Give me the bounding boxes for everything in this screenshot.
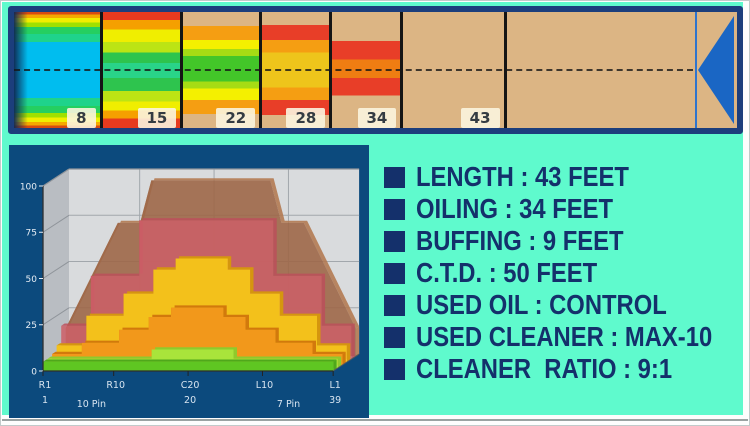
info-row-used-oil: USED OIL : CONTROL [384, 289, 749, 321]
info-row-oiling: OILING : 34 FEET [384, 193, 749, 225]
distance-label: 34 [357, 108, 397, 128]
bullet-square-icon [384, 326, 405, 348]
info-row-ctd: C.T.D. : 50 FEET [384, 257, 749, 289]
chart-axis-labels: 0 25 50 75 100 R1 1 R10 C20 20 L10 L1 39 10 Pin 7 Pin [20, 182, 341, 410]
svg-text:20: 20 [184, 395, 196, 406]
info-row-used-cleaner: USED CLEANER : MAX-10 [384, 321, 749, 353]
distance-label: 28 [286, 108, 326, 128]
arrow-guide-line [695, 12, 697, 128]
info-text: OILING : 34 FEET [416, 193, 614, 224]
chart-series [43, 178, 360, 371]
oil-pattern-3d-chart-panel: 0 25 50 75 100 R1 1 R10 C20 20 L10 L1 39 10 Pin 7 Pin [9, 145, 369, 418]
svg-text:50: 50 [26, 275, 38, 285]
svg-text:25: 25 [26, 321, 37, 331]
info-text: CLEANER RATIO : 9:1 [416, 353, 673, 384]
oil-pattern-3d-graph: 0 25 50 75 100 R1 1 R10 C20 20 L10 L1 39 10 Pin 7 Pin [20, 168, 360, 410]
svg-text:R1: R1 [39, 380, 52, 391]
lane-pattern-bar: 8 15 22 28 34 43 [8, 6, 743, 134]
left-arrow-icon [698, 16, 734, 124]
distance-label: 15 [137, 108, 177, 128]
info-text: USED CLEANER : MAX-10 [416, 321, 713, 352]
info-text: USED OIL : CONTROL [416, 289, 667, 320]
distance-label: 43 [460, 108, 500, 128]
bullet-square-icon [384, 230, 405, 252]
svg-text:7 Pin: 7 Pin [277, 399, 300, 410]
svg-text:L10: L10 [256, 380, 273, 391]
bullet-square-icon [384, 294, 405, 316]
lane-pattern-inner: 8 15 22 28 34 43 [14, 12, 737, 128]
svg-text:1: 1 [42, 395, 48, 406]
info-text: BUFFING : 9 FEET [416, 225, 624, 256]
info-row-length: LENGTH : 43 FEET [384, 161, 749, 193]
info-row-buffing: BUFFING : 9 FEET [384, 225, 749, 257]
svg-text:R10: R10 [106, 380, 125, 391]
distance-label: 22 [216, 108, 256, 128]
info-row-cleaner-ratio: CLEANER RATIO : 9:1 [384, 353, 749, 385]
svg-text:0: 0 [31, 367, 37, 377]
bullet-square-icon [384, 198, 405, 220]
lane-center-dashed-line [14, 69, 693, 71]
svg-text:39: 39 [329, 395, 341, 406]
bottom-divider-line [2, 419, 748, 421]
pattern-info-list: LENGTH : 43 FEET OILING : 34 FEET BUFFIN… [384, 161, 749, 385]
bullet-square-icon [384, 262, 405, 284]
info-text: LENGTH : 43 FEET [416, 161, 629, 192]
svg-text:100: 100 [20, 182, 37, 192]
svg-text:10 Pin: 10 Pin [77, 399, 106, 410]
svg-text:L1: L1 [329, 380, 340, 391]
svg-text:C20: C20 [181, 380, 200, 391]
svg-text:75: 75 [26, 229, 37, 239]
bullet-square-icon [384, 358, 405, 380]
info-text: C.T.D. : 50 FEET [416, 257, 598, 288]
bullet-square-icon [384, 166, 405, 188]
distance-label: 8 [67, 108, 96, 128]
